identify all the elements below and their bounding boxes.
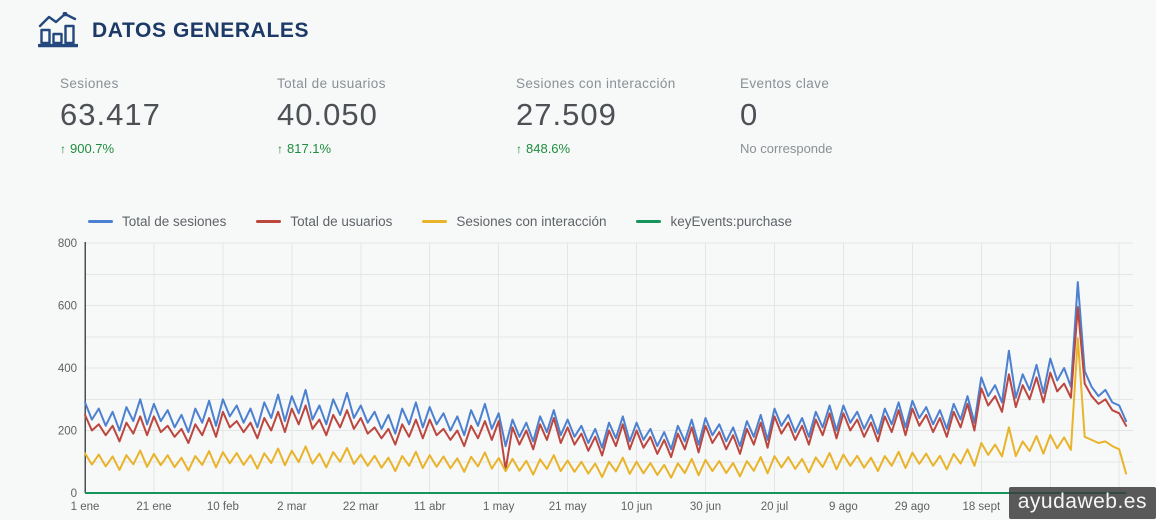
kpi-value: 0 [740,97,759,132]
svg-text:11 abr: 11 abr [414,501,446,513]
kpi-label: Eventos clave [740,76,830,91]
page-title: DATOS GENERALES [92,18,310,42]
legend-item-engaged-sessions[interactable]: Sesiones con interacción [422,214,606,229]
kpi-label: Total de usuarios [277,76,386,91]
kpi-delta: No corresponde [740,141,833,156]
legend-swatch-red [256,220,282,223]
kpi-key-events: Eventos clave 0 No corresponde [740,76,833,156]
svg-text:1 may: 1 may [483,501,515,513]
legend-label: Total de usuarios [290,214,393,229]
svg-text:18 sept: 18 sept [962,501,1001,513]
svg-text:800: 800 [58,238,77,250]
svg-text:20 jul: 20 jul [761,501,789,513]
kpi-delta-value: 900.7% [70,141,115,156]
chart-legend: Total de sesiones Total de usuarios Sesi… [88,214,792,229]
legend-label: Sesiones con interacción [456,214,607,229]
kpi-value: 63.417 [60,97,161,132]
svg-text:2 mar: 2 mar [277,501,307,513]
svg-text:9 ago: 9 ago [829,501,858,513]
kpi-delta: ↑ 900.7% [60,141,161,156]
chart-canvas[interactable]: 0 200 400 600 800 1 ene 21 ene 10 feb 2 mar 22 ma… [0,236,1156,520]
svg-text:600: 600 [58,301,77,313]
kpi-delta-value: 817.1% [287,141,332,156]
svg-text:29 ago: 29 ago [895,501,930,513]
kpi-value: 27.509 [516,97,617,132]
bar-chart-trend-icon [38,12,78,49]
svg-text:1 ene: 1 ene [71,501,100,513]
legend-label: Total de sesiones [122,214,227,229]
kpi-delta: ↑ 817.1% [277,141,386,156]
watermark: ayudaweb.es [1008,487,1156,519]
time-series-chart[interactable]: 0 200 400 600 800 1 ene 21 ene 10 feb 2 mar 22 ma… [0,236,1156,520]
legend-swatch-blue [88,220,113,223]
kpi-engaged-sessions: Sesiones con interacción 27.509 ↑ 848.6% [516,76,676,156]
kpi-total-users: Total de usuarios 40.050 ↑ 817.1% [277,76,386,156]
kpi-sessions: Sesiones 63.417 ↑ 900.7% [60,76,161,156]
svg-text:0: 0 [71,488,77,500]
legend-item-total-sessions[interactable]: Total de sesiones [88,214,226,229]
kpi-value: 40.050 [277,97,378,132]
svg-text:10 feb: 10 feb [207,501,239,513]
svg-text:22 mar: 22 mar [343,501,379,513]
kpi-delta-value: No corresponde [740,141,833,156]
delta-up-icon: ↑ [277,141,283,156]
kpi-label: Sesiones con interacción [516,76,676,91]
legend-swatch-yellow [422,220,448,223]
delta-up-icon: ↑ [60,141,66,156]
legend-label: keyEvents:purchase [670,214,793,229]
delta-up-icon: ↑ [516,141,522,156]
legend-swatch-green [636,220,662,223]
svg-text:30 jun: 30 jun [690,501,721,513]
header: DATOS GENERALES [38,12,309,49]
svg-text:200: 200 [58,426,77,438]
legend-item-total-users[interactable]: Total de usuarios [256,214,392,229]
kpi-label: Sesiones [60,76,119,91]
kpi-delta-value: 848.6% [526,141,571,156]
svg-text:21 ene: 21 ene [136,501,171,513]
kpi-delta: ↑ 848.6% [516,141,676,156]
svg-text:400: 400 [58,363,77,375]
legend-item-key-events[interactable]: keyEvents:purchase [636,214,792,229]
svg-text:10 jun: 10 jun [621,501,652,513]
svg-text:21 may: 21 may [549,501,587,513]
